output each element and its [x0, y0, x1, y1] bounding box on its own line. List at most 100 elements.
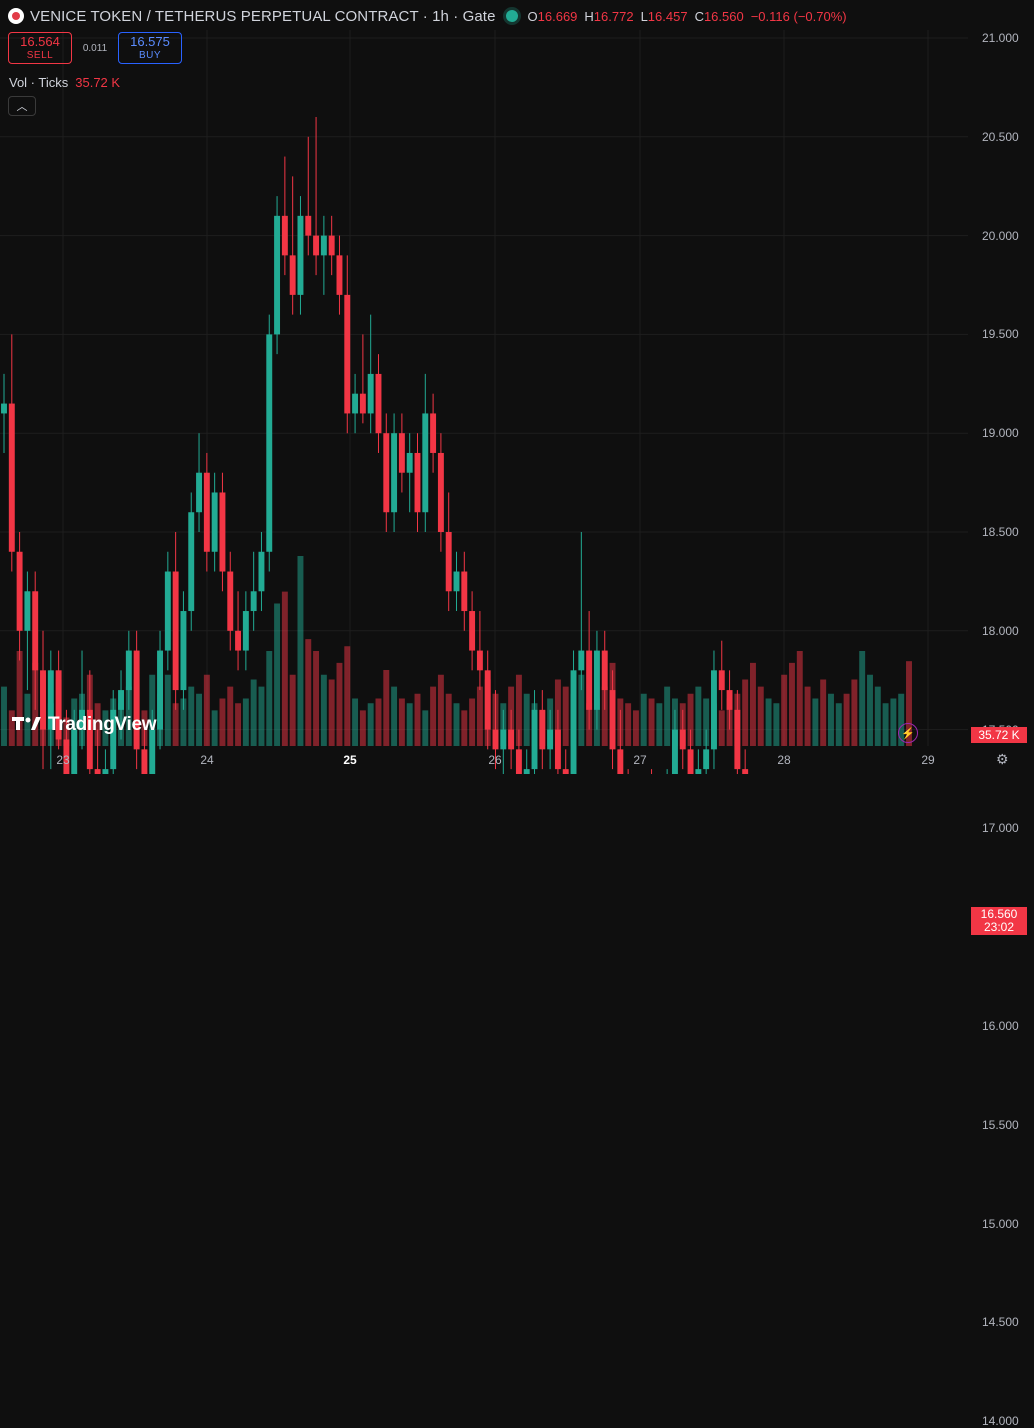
candle-body [375, 373, 382, 434]
chevron-up-icon: ︿ [16, 101, 28, 113]
volume-bar [227, 686, 234, 746]
buy-button[interactable]: 16.575 BUY [118, 32, 182, 64]
candle [219, 472, 226, 592]
candle [203, 452, 210, 572]
candle [227, 551, 234, 651]
candle-body [305, 215, 312, 236]
open-value: 16.669 [537, 8, 578, 24]
candle-body [539, 709, 546, 750]
volume-bar [305, 639, 312, 746]
candle-body [274, 215, 281, 335]
candle-body [8, 403, 15, 552]
candle [531, 690, 538, 774]
candle-body [86, 709, 93, 770]
candle-body [266, 334, 273, 552]
volume-bar [578, 674, 585, 746]
candle [391, 413, 398, 532]
candle [414, 433, 421, 532]
candle [157, 630, 163, 750]
candle-body [601, 650, 608, 691]
candle [328, 215, 335, 276]
candle [196, 433, 203, 532]
volume-bar [391, 686, 398, 746]
candle-body [593, 650, 600, 710]
volume-bar [890, 698, 897, 746]
volume-bar [172, 703, 179, 746]
candle [492, 690, 499, 770]
candle-body [172, 571, 179, 691]
volume-bar [328, 679, 335, 746]
candle [601, 630, 608, 710]
candle [266, 314, 273, 572]
price-tick-label: 17.000 [982, 821, 1019, 836]
volume-bar [430, 686, 437, 746]
bolt-icon[interactable]: ⚡ [898, 723, 918, 743]
volume-bar [789, 662, 795, 746]
candle [24, 571, 31, 691]
price-tick-label: 20.500 [982, 129, 1019, 144]
candle [523, 749, 530, 774]
candle-body [726, 690, 733, 710]
price-tick-label: 18.000 [982, 623, 1019, 638]
candle-body [110, 709, 117, 770]
candle-body [437, 452, 444, 532]
candle-body [63, 739, 70, 774]
volume-legend[interactable]: Vol · Ticks 35.72 K [9, 75, 120, 90]
candle-body [328, 235, 335, 256]
volume-bar [359, 710, 366, 746]
candle-body [313, 235, 320, 256]
candle [515, 729, 522, 774]
candle-body [679, 729, 686, 750]
candle-body [710, 670, 717, 750]
candle-body [94, 769, 101, 774]
symbol-title[interactable]: VENICE TOKEN / TETHERUS PERPETUAL CONTRA… [30, 7, 496, 25]
candle-body [344, 294, 351, 414]
volume-bar [687, 693, 694, 746]
volume-bar [851, 679, 858, 746]
volume-bar [874, 686, 881, 746]
candle-body [742, 769, 749, 774]
candle-body [164, 571, 171, 651]
candle [63, 709, 70, 774]
price-chart[interactable] [0, 0, 1034, 774]
tradingview-logo[interactable]: TradingView [12, 714, 157, 736]
open-label: O [527, 8, 538, 24]
volume-bar [437, 674, 444, 746]
candle-body [554, 729, 561, 770]
candle [469, 591, 476, 671]
candle [367, 314, 374, 434]
collapse-legend-button[interactable]: ︿ [8, 96, 36, 116]
price-tick-label: 15.500 [982, 1117, 1019, 1132]
candle-countdown: 23:02 [983, 920, 1015, 935]
candle [398, 413, 405, 493]
candle [242, 591, 249, 671]
candle-body [242, 611, 249, 651]
candle [79, 650, 85, 750]
candle-body [414, 452, 421, 513]
volume-bar [8, 710, 15, 746]
green-dot-icon [505, 10, 518, 22]
last-price-value: 16.560 [980, 907, 1018, 922]
candle-body [359, 393, 366, 414]
time-tick-label: 24 [200, 753, 214, 767]
candle [666, 769, 668, 774]
price-tick-label: 19.000 [982, 426, 1019, 441]
candle-body [687, 749, 694, 774]
candle-body [484, 670, 491, 730]
candle-body [320, 235, 327, 256]
candle-body [500, 729, 507, 750]
gear-icon[interactable]: ⚙ [996, 751, 1009, 767]
candle [149, 709, 156, 774]
volume-bar [235, 703, 242, 746]
candle-body [718, 670, 725, 691]
time-tick-label: 27 [633, 753, 647, 767]
volume-bar [367, 703, 374, 746]
candle-body [227, 571, 234, 631]
candle [671, 709, 678, 774]
venice-token-logo-icon[interactable] [8, 8, 24, 24]
candle-body [547, 729, 554, 750]
volume-bar [742, 679, 749, 746]
volume-bar [632, 710, 639, 746]
volume-bar [125, 686, 132, 746]
sell-button[interactable]: 16.564 SELL [8, 32, 72, 64]
